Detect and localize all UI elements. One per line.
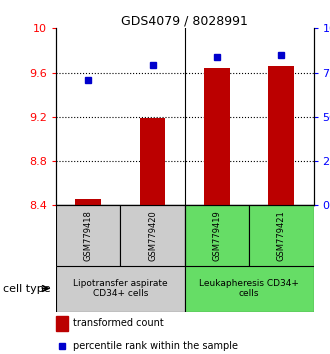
Bar: [204, 68, 230, 205]
Title: GDS4079 / 8028991: GDS4079 / 8028991: [121, 14, 248, 27]
Bar: [120, 205, 185, 266]
Bar: [185, 205, 249, 266]
Text: cell type: cell type: [3, 284, 51, 293]
Bar: [75, 199, 101, 205]
Text: percentile rank within the sample: percentile rank within the sample: [73, 341, 238, 352]
Text: Leukapheresis CD34+
cells: Leukapheresis CD34+ cells: [199, 279, 299, 298]
Text: GSM779418: GSM779418: [84, 210, 93, 261]
Text: GSM779419: GSM779419: [213, 210, 221, 261]
Text: transformed count: transformed count: [73, 318, 163, 329]
Bar: [140, 118, 165, 205]
Text: Lipotransfer aspirate
CD34+ cells: Lipotransfer aspirate CD34+ cells: [73, 279, 168, 298]
Text: GSM779421: GSM779421: [277, 210, 286, 261]
Bar: [269, 66, 294, 205]
Bar: [56, 205, 120, 266]
Text: GSM779420: GSM779420: [148, 210, 157, 261]
Bar: [56, 316, 68, 331]
Bar: [185, 266, 314, 312]
Bar: [249, 205, 314, 266]
Bar: [56, 266, 185, 312]
